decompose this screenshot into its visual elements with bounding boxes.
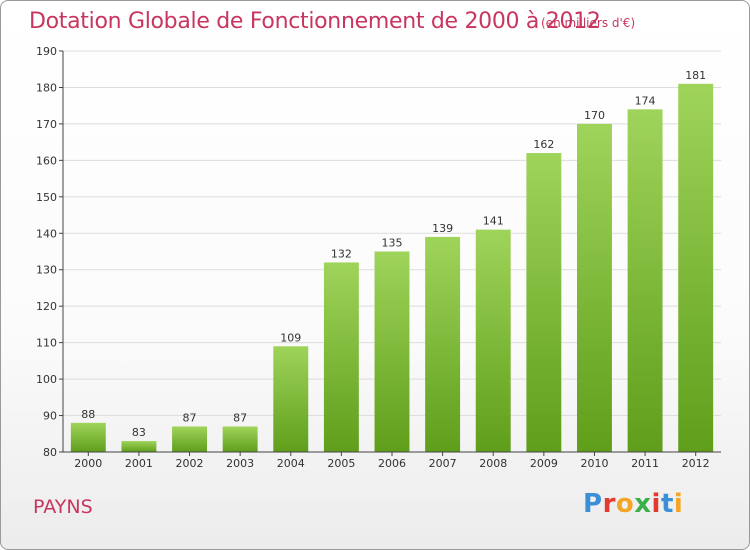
labels: 80 90 100 110 120 130 140 150 160 170 180 190 88 2000… <box>36 45 710 470</box>
x-tick-label: 2010 <box>580 457 608 470</box>
bar <box>222 426 258 452</box>
bar-value-label: 83 <box>132 426 146 439</box>
x-tick-label: 2009 <box>530 457 558 470</box>
y-tick-label: 110 <box>36 337 57 350</box>
bar <box>526 153 562 452</box>
bar <box>475 229 511 452</box>
x-tick-label: 2005 <box>327 457 355 470</box>
bar <box>273 346 309 452</box>
logo-letter: t <box>660 489 674 519</box>
bar-value-label: 135 <box>382 237 403 250</box>
bar-value-label: 87 <box>183 411 197 424</box>
bar <box>425 236 461 452</box>
logo-letter: P <box>583 489 603 519</box>
unit-label: (en milliers d'€) <box>541 16 636 30</box>
y-tick-label: 80 <box>43 446 57 459</box>
commune-name: PAYNS <box>33 496 93 518</box>
proxiti-logo: Proxiti <box>583 489 683 519</box>
bar <box>70 422 106 452</box>
bar-value-label: 139 <box>432 222 453 235</box>
bar <box>374 251 410 452</box>
y-tick-label: 90 <box>43 410 57 423</box>
y-tick-label: 160 <box>36 154 57 167</box>
chart-title: Dotation Globale de Fonctionnement de 20… <box>29 9 601 34</box>
bar-value-label: 170 <box>584 109 605 122</box>
bar <box>323 262 359 452</box>
bar-value-label: 109 <box>280 331 301 344</box>
bar-value-label: 87 <box>233 411 247 424</box>
x-tick-label: 2006 <box>378 457 406 470</box>
axes <box>59 50 721 456</box>
x-tick-label: 2012 <box>682 457 710 470</box>
logo-letter: i <box>673 489 684 519</box>
bar-value-label: 141 <box>483 215 504 228</box>
logo-letter: r <box>602 489 616 519</box>
y-tick-label: 130 <box>36 264 57 277</box>
y-tick-label: 100 <box>36 373 57 386</box>
x-tick-label: 2008 <box>479 457 507 470</box>
y-tick-label: 140 <box>36 227 57 240</box>
x-tick-label: 2007 <box>429 457 457 470</box>
y-tick-label: 180 <box>36 81 57 94</box>
bar-value-label: 174 <box>635 94 656 107</box>
bar-value-label: 181 <box>685 69 706 82</box>
x-tick-label: 2003 <box>226 457 254 470</box>
x-tick-label: 2004 <box>277 457 305 470</box>
bar <box>576 123 612 452</box>
x-tick-label: 2000 <box>74 457 102 470</box>
bars <box>70 83 714 453</box>
x-tick-label: 2001 <box>125 457 153 470</box>
bar <box>121 441 157 452</box>
bar <box>678 83 714 453</box>
logo-letter: o <box>615 489 635 519</box>
y-tick-label: 190 <box>36 45 57 58</box>
bar <box>172 426 208 452</box>
x-tick-label: 2002 <box>176 457 204 470</box>
y-tick-label: 170 <box>36 118 57 131</box>
bar-value-label: 132 <box>331 247 352 260</box>
bar <box>627 109 663 452</box>
x-tick-label: 2011 <box>631 457 659 470</box>
bar-value-label: 88 <box>81 408 95 421</box>
logo-letter: i <box>651 489 661 519</box>
y-tick-label: 150 <box>36 191 57 204</box>
y-tick-label: 120 <box>36 300 57 313</box>
logo-letter: x <box>634 489 652 519</box>
bar-value-label: 162 <box>533 138 554 151</box>
